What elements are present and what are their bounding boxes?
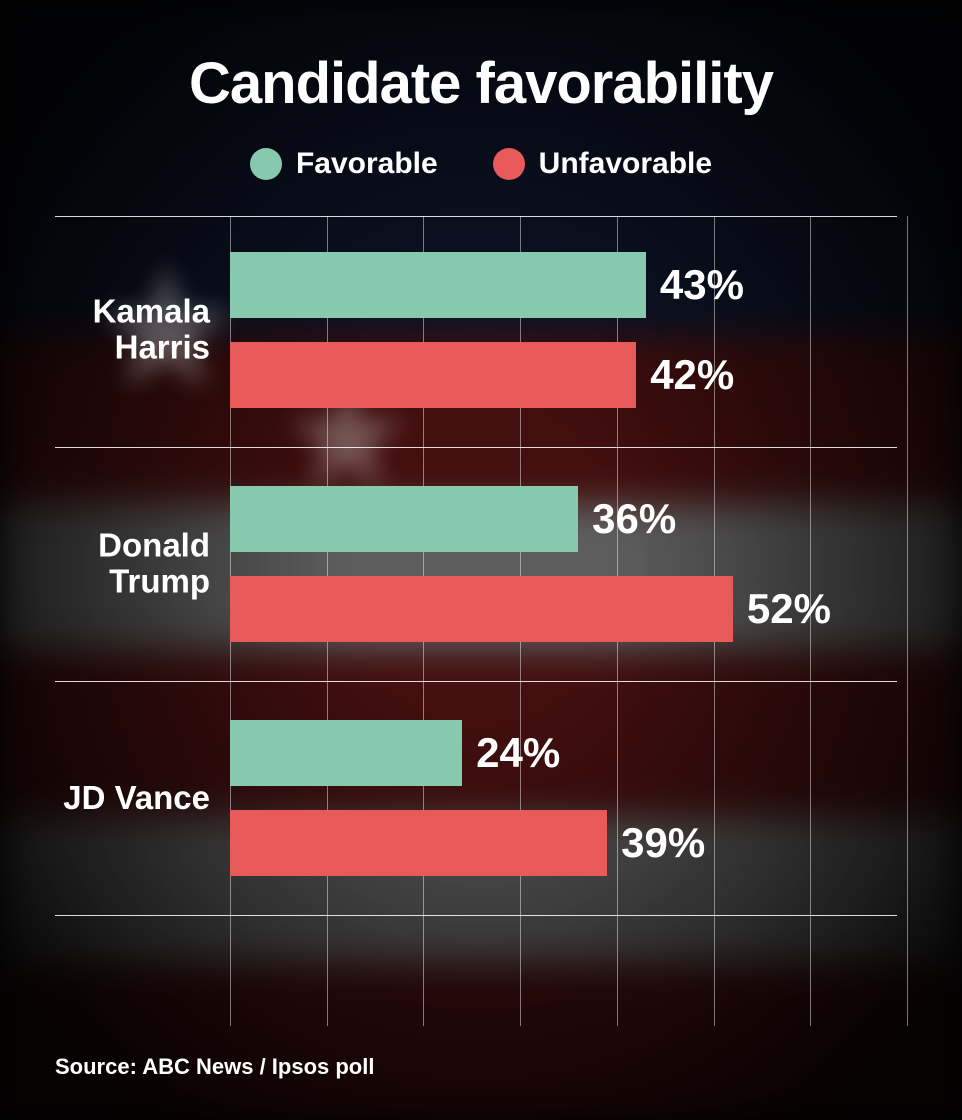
bar-value-favorable: 24% [476, 729, 560, 777]
legend: Favorable Unfavorable [55, 147, 907, 181]
category-label: DonaldTrump [98, 528, 210, 601]
chart-plot-area: KamalaHarrisDonaldTrumpJD Vance 43%42%36… [55, 216, 907, 1026]
bar-favorable: 24% [230, 720, 462, 786]
chart-title: Candidate favorability [55, 50, 907, 117]
group-divider [55, 681, 897, 682]
legend-item-favorable: Favorable [250, 147, 438, 181]
legend-label-favorable: Favorable [296, 147, 438, 181]
bar-value-favorable: 36% [592, 495, 676, 543]
bar-value-unfavorable: 42% [650, 351, 734, 399]
chart-container: Candidate favorability Favorable Unfavor… [0, 0, 962, 1120]
bar-favorable: 36% [230, 486, 578, 552]
bar-unfavorable: 39% [230, 810, 607, 876]
y-axis-labels: KamalaHarris DonaldTrump JD Vance [55, 216, 230, 1026]
bar-value-unfavorable: 39% [621, 819, 705, 867]
source-text: Source: ABC News / Ipsos poll [55, 1054, 907, 1080]
bar-value-favorable: 43% [660, 261, 744, 309]
bar-unfavorable: 52% [230, 576, 733, 642]
plot: 43%42%36%52%24%39% [230, 216, 907, 1026]
legend-swatch-favorable [250, 148, 282, 180]
category-label: KamalaHarris [93, 294, 210, 367]
bar-value-unfavorable: 52% [747, 585, 831, 633]
group-divider [55, 447, 897, 448]
group-divider [55, 915, 897, 916]
group-divider [55, 216, 897, 217]
bar-favorable: 43% [230, 252, 646, 318]
gridline [907, 216, 908, 1026]
category-label: JD Vance [63, 780, 210, 816]
legend-label-unfavorable: Unfavorable [539, 147, 712, 181]
bar-unfavorable: 42% [230, 342, 636, 408]
legend-item-unfavorable: Unfavorable [493, 147, 712, 181]
legend-swatch-unfavorable [493, 148, 525, 180]
